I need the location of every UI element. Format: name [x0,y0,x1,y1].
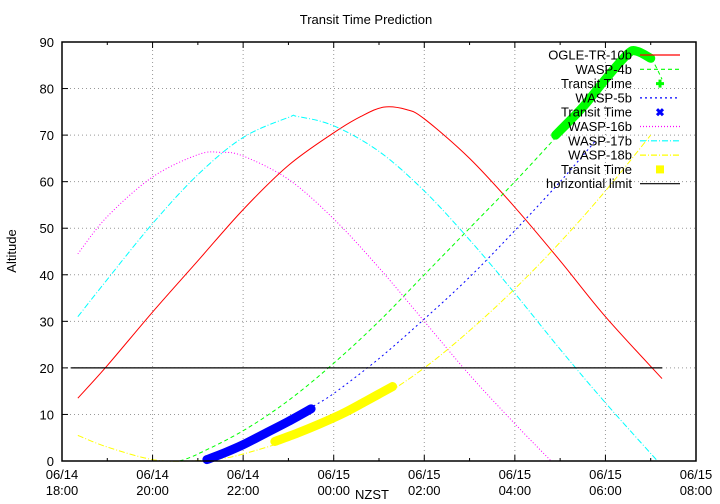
legend-label: WASP-18b [568,148,632,163]
legend-label: WASP-16b [568,119,632,134]
x-tick-label-date: 06/14 [46,467,79,482]
axis-ticks: 010203040506070809006/1418:0006/1420:000… [40,35,713,498]
legend-label: Transit Time [561,162,632,177]
legend-label: WASP-5b [575,90,632,105]
legend-label: Transit Time [561,76,632,91]
legend-label: OGLE-TR-10b [548,48,632,63]
series-transit-time [202,404,316,465]
x-tick-label-time: 18:00 [46,483,79,498]
x-tick-label-date: 06/15 [499,467,532,482]
x-axis-label: NZST [355,487,389,502]
legend-label: horizontial limit [546,176,632,191]
x-tick-label-time: 20:00 [136,483,169,498]
y-tick-label: 80 [40,82,54,97]
series-wasp-5b [206,139,597,462]
legend-swatch-plus [656,79,664,88]
x-tick-label-date: 06/15 [680,467,713,482]
series-transit-time [551,45,656,140]
x-tick-label-time: 08:00 [680,483,713,498]
x-tick-label-date: 06/14 [136,467,169,482]
x-tick-label-time: 06:00 [589,483,622,498]
legend-label: WASP-4b [575,62,632,77]
y-tick-label: 50 [40,221,54,236]
plot-series [71,45,663,465]
y-tick-label: 10 [40,407,54,422]
legend-label: WASP-17b [568,133,632,148]
y-axis-label: Altitude [4,229,19,272]
x-tick-label-time: 02:00 [408,483,441,498]
y-tick-label: 40 [40,268,54,283]
y-tick-label: 60 [40,175,54,190]
y-tick-label: 70 [40,128,54,143]
series-ogle-tr-10b [77,106,663,399]
y-tick-label: 30 [40,314,54,329]
chart-title: Transit Time Prediction [300,12,432,27]
x-tick-label-date: 06/15 [408,467,441,482]
y-tick-label: 20 [40,361,54,376]
series-wasp-17b [77,114,658,462]
x-tick-label-time: 04:00 [499,483,532,498]
x-tick-label-date: 06/14 [227,467,260,482]
x-tick-label-time: 22:00 [227,483,260,498]
x-tick-label-time: 00:00 [317,483,350,498]
legend-label: Transit Time [561,105,632,120]
legend-swatch-square [656,165,664,174]
series-wasp-16b [77,151,552,462]
x-tick-label-date: 06/15 [589,467,622,482]
legend-swatch-cross [655,108,665,117]
series-transit-time [270,382,398,446]
y-tick-label: 0 [47,454,54,469]
y-tick-label: 90 [40,35,54,50]
x-tick-label-date: 06/15 [317,467,350,482]
